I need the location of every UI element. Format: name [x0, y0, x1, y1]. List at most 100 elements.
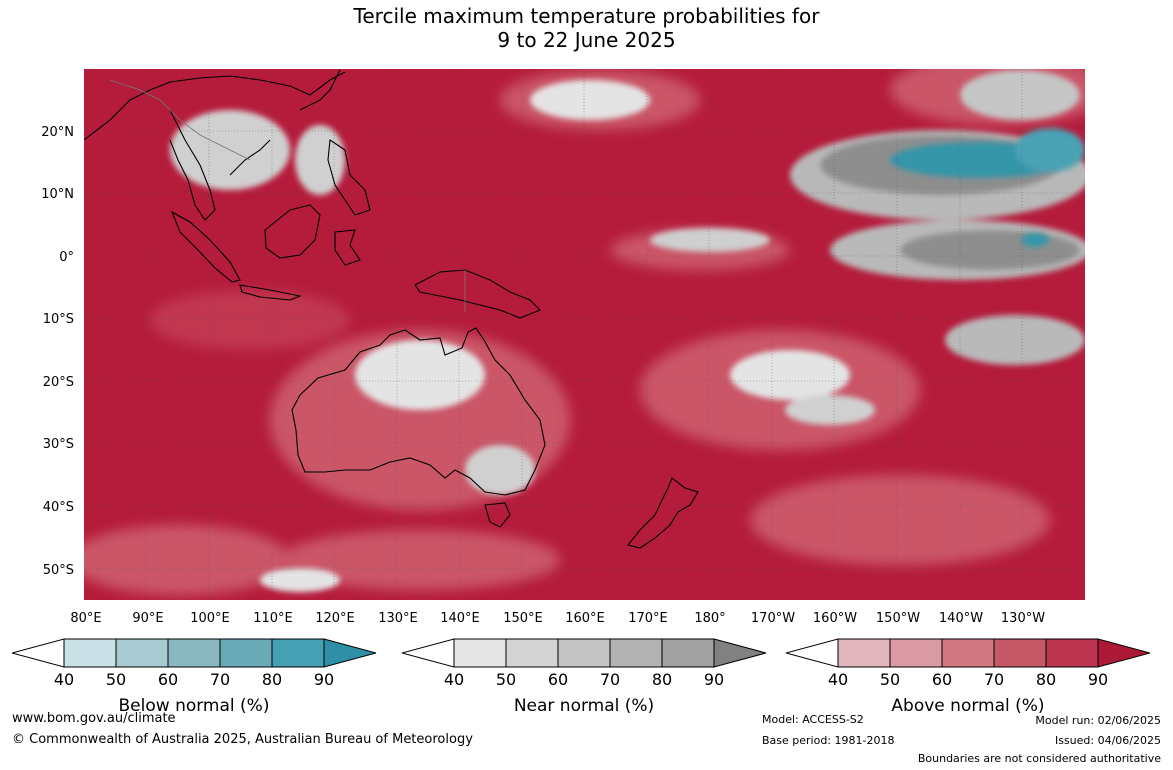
colorbar-tick-label: 90 [703, 670, 725, 689]
lon-label: 110°E [253, 611, 293, 626]
lon-label: 180° [694, 611, 725, 626]
lat-label: 0° [59, 250, 74, 265]
sumatra-coastline [170, 210, 241, 283]
title-line-2: 9 to 22 June 2025 [497, 28, 676, 52]
colorbar-label: Near normal (%) [513, 696, 655, 716]
base-period-text: Base period: 1981-2018 [762, 734, 895, 747]
colorbar-over-triangle [323, 638, 376, 668]
lat-label: 20°N [41, 125, 74, 140]
lon-label: 80°E [70, 611, 101, 626]
lon-label: 90°E [132, 611, 163, 626]
colorbar-swatch [453, 638, 507, 668]
lat-label: 50°S [43, 563, 74, 578]
latitude-labels: 20°N 10°N 0° 10°S 20°S 30°S 40°S 50°S [41, 125, 74, 578]
colorbar-swatch [1045, 638, 1099, 668]
coastlines [84, 69, 699, 549]
tasmania-coastline [484, 502, 511, 528]
colorbar-near-normal: 40 50 60 70 80 90 Near normal (%) [402, 636, 766, 716]
lon-label: 170°W [751, 611, 795, 626]
lon-label: 130°E [378, 611, 418, 626]
lat-label: 40°S [43, 500, 74, 515]
colorbar-under-triangle [12, 638, 65, 668]
colorbar-ticks: 40 50 60 70 80 90 [786, 670, 1150, 690]
colorbar-swatch [941, 638, 995, 668]
colorbar-ticks: 40 50 60 70 80 90 [12, 670, 376, 690]
map-field [84, 69, 1085, 600]
colorbar-tick-label: 90 [1087, 670, 1109, 689]
colorbar-swatch [219, 638, 273, 668]
lon-label: 100°E [190, 611, 230, 626]
colorbar-swatch [63, 638, 117, 668]
below-normal-region [890, 128, 1085, 247]
colorbar-tick-label: 80 [261, 670, 283, 689]
lon-label: 140°W [939, 611, 983, 626]
colorbar-swatches [402, 638, 766, 668]
disclaimer-text: Boundaries are not considered authoritat… [917, 752, 1161, 765]
colorbar-tick-label: 70 [983, 670, 1005, 689]
colorbar-swatch [271, 638, 325, 668]
model-run-text: Model run: 02/06/2025 [1035, 714, 1161, 727]
colorbar-swatch [115, 638, 169, 668]
colorbar-ticks: 40 50 60 70 80 90 [402, 670, 766, 690]
lat-label: 30°S [43, 437, 74, 452]
country-borders [109, 79, 466, 312]
colorbar-tick-label: 60 [931, 670, 953, 689]
issued-text: Issued: 04/06/2025 [1054, 734, 1161, 747]
lon-label: 140°E [440, 611, 480, 626]
lon-label: 150°E [503, 611, 543, 626]
lon-label: 160°E [565, 611, 605, 626]
lon-label: 130°W [1001, 611, 1045, 626]
colorbar-over-triangle [1097, 638, 1150, 668]
website-link[interactable]: www.bom.gov.au/climate [12, 711, 176, 726]
above-normal-70-region [84, 69, 1085, 595]
colorbar-tick-label: 40 [827, 670, 849, 689]
longitude-labels: 80°E 90°E 100°E 110°E 120°E 130°E 140°E … [70, 611, 1045, 626]
new-zealand-coastline [627, 477, 699, 549]
lon-label: 170°E [628, 611, 668, 626]
colorbar-under-triangle [402, 638, 455, 668]
colorbar-swatch [993, 638, 1047, 668]
colorbar-swatch [557, 638, 611, 668]
colorbar-swatch [505, 638, 559, 668]
colorbar-tick-label: 70 [209, 670, 231, 689]
colorbar-swatch [889, 638, 943, 668]
colorbar-tick-label: 80 [1035, 670, 1057, 689]
colorbar-swatch [167, 638, 221, 668]
asia-mainland-coastline [84, 71, 346, 221]
colorbar-tick-label: 50 [495, 670, 517, 689]
colorbar-tick-label: 50 [105, 670, 127, 689]
colorbar-swatches [786, 638, 1150, 668]
colorbar-tick-label: 60 [547, 670, 569, 689]
lat-label: 20°S [43, 375, 74, 390]
chart-title: Tercile maximum temperature probabilitie… [0, 4, 1173, 52]
colorbar-label: Above normal (%) [891, 696, 1045, 716]
colorbar-tick-label: 90 [313, 670, 335, 689]
sulawesi-coastline [334, 229, 361, 266]
colorbar-tick-label: 80 [651, 670, 673, 689]
colorbar-above-normal: 40 50 60 70 80 90 Above normal (%) [786, 636, 1150, 716]
colorbar-over-triangle [713, 638, 766, 668]
colorbar-below-normal: 40 50 60 70 80 90 Below normal (%) [12, 636, 376, 716]
title-line-1: Tercile maximum temperature probabilitie… [353, 4, 820, 28]
japan-coastline [299, 69, 341, 111]
colorbar-swatches [12, 638, 376, 668]
australia-coastline [291, 327, 546, 496]
colorbar-tick-label: 60 [157, 670, 179, 689]
java-coastline [239, 284, 302, 301]
colorbar-tick-label: 40 [443, 670, 465, 689]
copyright-text: © Commonwealth of Australia 2025, Austra… [12, 732, 473, 747]
new-guinea-coastline [414, 269, 541, 319]
philippines-coastline [327, 139, 371, 216]
lat-label: 10°S [43, 312, 74, 327]
colorbar-tick-label: 50 [879, 670, 901, 689]
graticule [84, 69, 1085, 600]
lon-label: 120°E [315, 611, 355, 626]
lat-label: 10°N [41, 187, 74, 202]
colorbar-swatch [837, 638, 891, 668]
colorbar-tick-label: 70 [599, 670, 621, 689]
colorbar-under-triangle [786, 638, 839, 668]
colorbar-swatch [609, 638, 663, 668]
colorbar-label: Below normal (%) [118, 696, 270, 716]
borneo-coastline [264, 204, 321, 259]
colorbar-tick-label: 40 [53, 670, 75, 689]
